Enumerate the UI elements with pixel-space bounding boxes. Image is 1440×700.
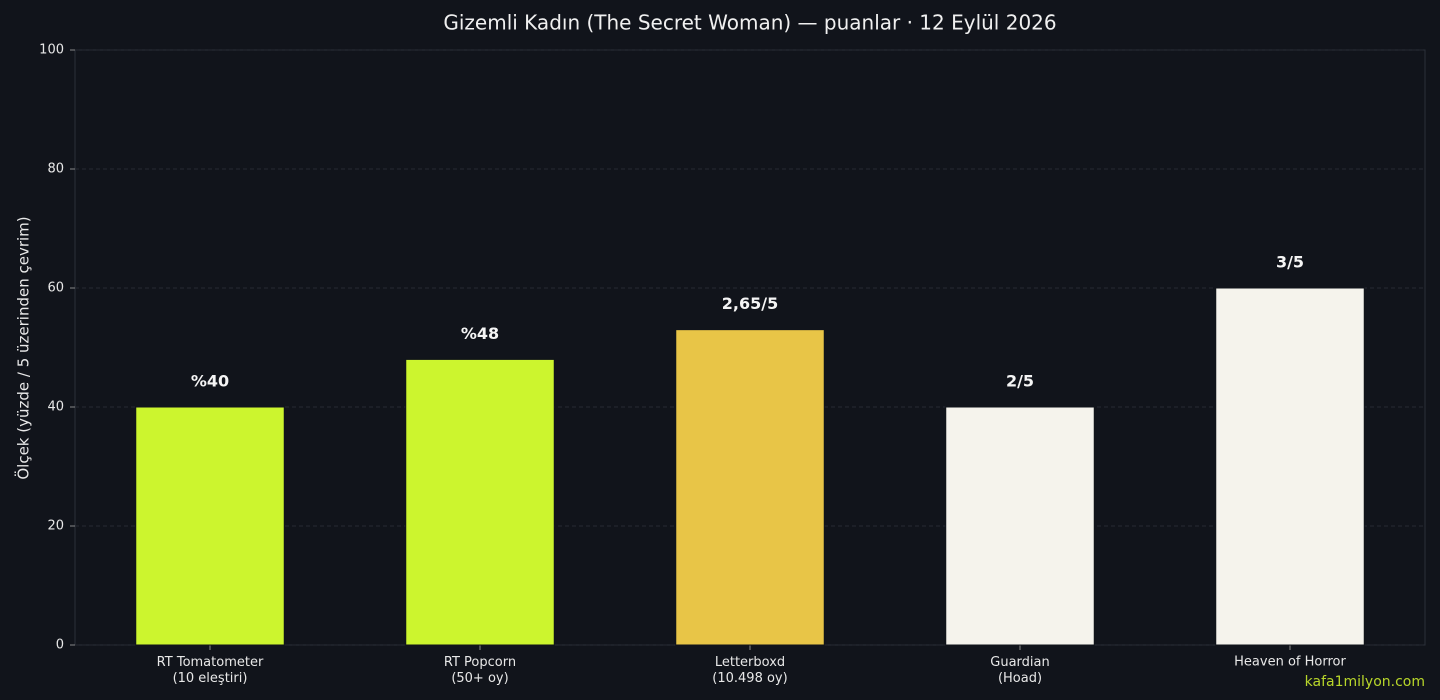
y-tick-label: 100 <box>39 43 64 58</box>
x-tick-label: Letterboxd (10.498 oy) <box>712 655 787 686</box>
value-label: 3/5 <box>1276 253 1304 272</box>
bar <box>135 406 285 646</box>
x-tick-label: RT Popcorn (50+ oy) <box>444 655 516 686</box>
bar <box>405 358 555 646</box>
y-tick-label: 40 <box>47 400 64 415</box>
x-tick-label: RT Tomatometer (10 eleştiri) <box>157 655 264 686</box>
chart-title: Gizemli Kadın (The Secret Woman) — puanl… <box>443 11 1056 35</box>
bar <box>1215 287 1365 646</box>
y-axis-label: Ölçek (yüzde / 5 üzerinden çevrim) <box>14 216 33 479</box>
y-tick-label: 0 <box>56 638 64 653</box>
y-tick-label: 80 <box>47 162 64 177</box>
bar <box>675 329 825 646</box>
value-label: %48 <box>461 324 499 343</box>
y-tick-label: 20 <box>47 519 64 534</box>
value-label: 2,65/5 <box>722 294 778 313</box>
value-label: 2/5 <box>1006 372 1034 391</box>
x-tick-label: Guardian (Hoad) <box>990 655 1049 686</box>
x-tick-label: Heaven of Horror <box>1234 655 1346 670</box>
y-tick-label: 60 <box>47 281 64 296</box>
value-label: %40 <box>191 372 229 391</box>
bar <box>945 406 1095 646</box>
watermark: kafa1milyon.com <box>1305 674 1425 690</box>
